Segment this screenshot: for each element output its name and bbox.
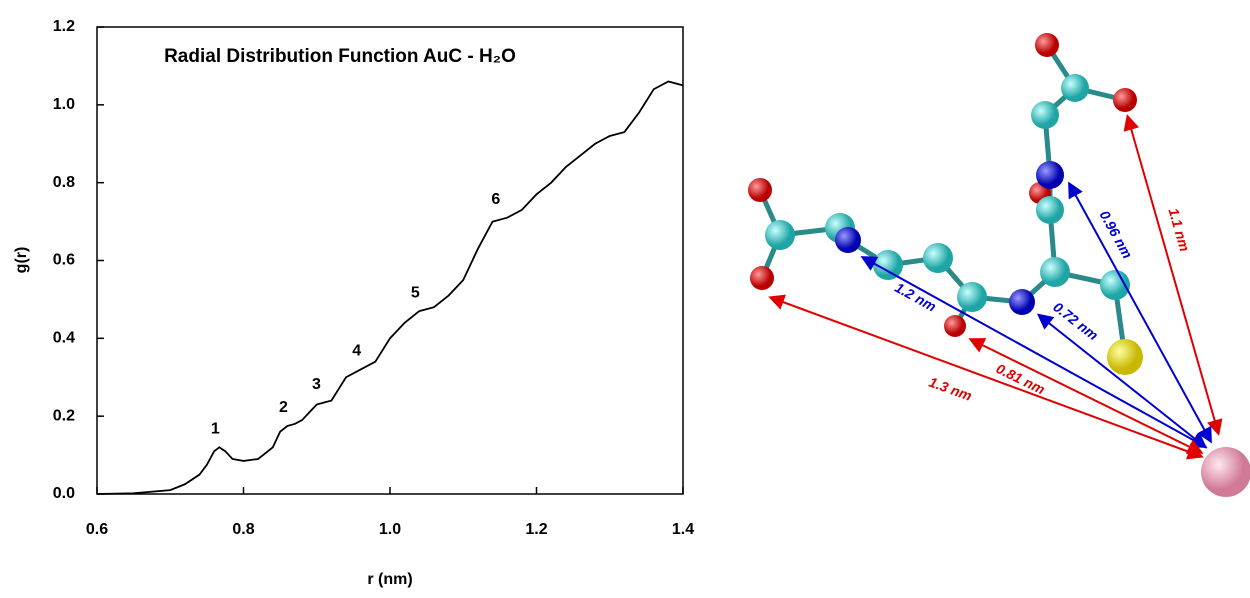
gold-atom [1201,447,1250,497]
atom [1009,289,1035,315]
y-tick-label: 0.4 [53,330,75,347]
peak-label: 3 [312,376,321,393]
atom [1031,101,1059,129]
y-tick-label: 1.2 [53,18,75,35]
atom [748,178,772,202]
atom [835,227,861,253]
distance-label: 1.3 nm [927,374,974,404]
atom [944,315,966,337]
atom [1107,339,1143,375]
x-tick-label: 1.2 [525,521,547,538]
x-tick-label: 0.6 [86,521,108,538]
peak-label: 4 [352,343,361,360]
x-tick-label: 1.0 [379,521,401,538]
x-axis-label: r (nm) [367,571,412,588]
atom [1113,88,1137,112]
chart-title: Radial Distribution Function AuC - H₂O [164,46,516,67]
atom [1035,33,1059,57]
peak-label: 1 [211,421,220,438]
atom [1036,196,1064,224]
peak-label: 6 [491,191,500,208]
atom [1040,257,1070,287]
peak-label: 2 [279,399,288,416]
atom [1036,161,1064,189]
atom [750,266,774,290]
y-axis-label: g(r) [13,247,30,274]
distance-label: 0.81 nm [994,360,1048,397]
distance-arrows [768,114,1223,460]
y-tick-label: 0.8 [53,174,75,191]
distance-label: 0.96 nm [1096,208,1135,261]
atom [923,243,953,273]
atom [765,220,795,250]
distance-label: 0.72 nm [1050,299,1101,344]
x-tick-label: 1.4 [672,521,694,538]
y-tick-label: 1.0 [53,96,75,113]
y-tick-label: 0.0 [53,485,75,502]
plot-frame [96,26,684,495]
atom [957,282,987,312]
peak-label: 5 [411,284,420,301]
distance-label: 1.2 nm [892,279,939,314]
distance-label: 1.1 nm [1165,206,1193,253]
atom [1061,74,1089,102]
data-line [96,80,684,495]
y-tick-label: 0.2 [53,407,75,424]
x-tick-label: 0.8 [232,521,254,538]
molecule [748,33,1250,497]
y-tick-label: 0.6 [53,252,75,269]
